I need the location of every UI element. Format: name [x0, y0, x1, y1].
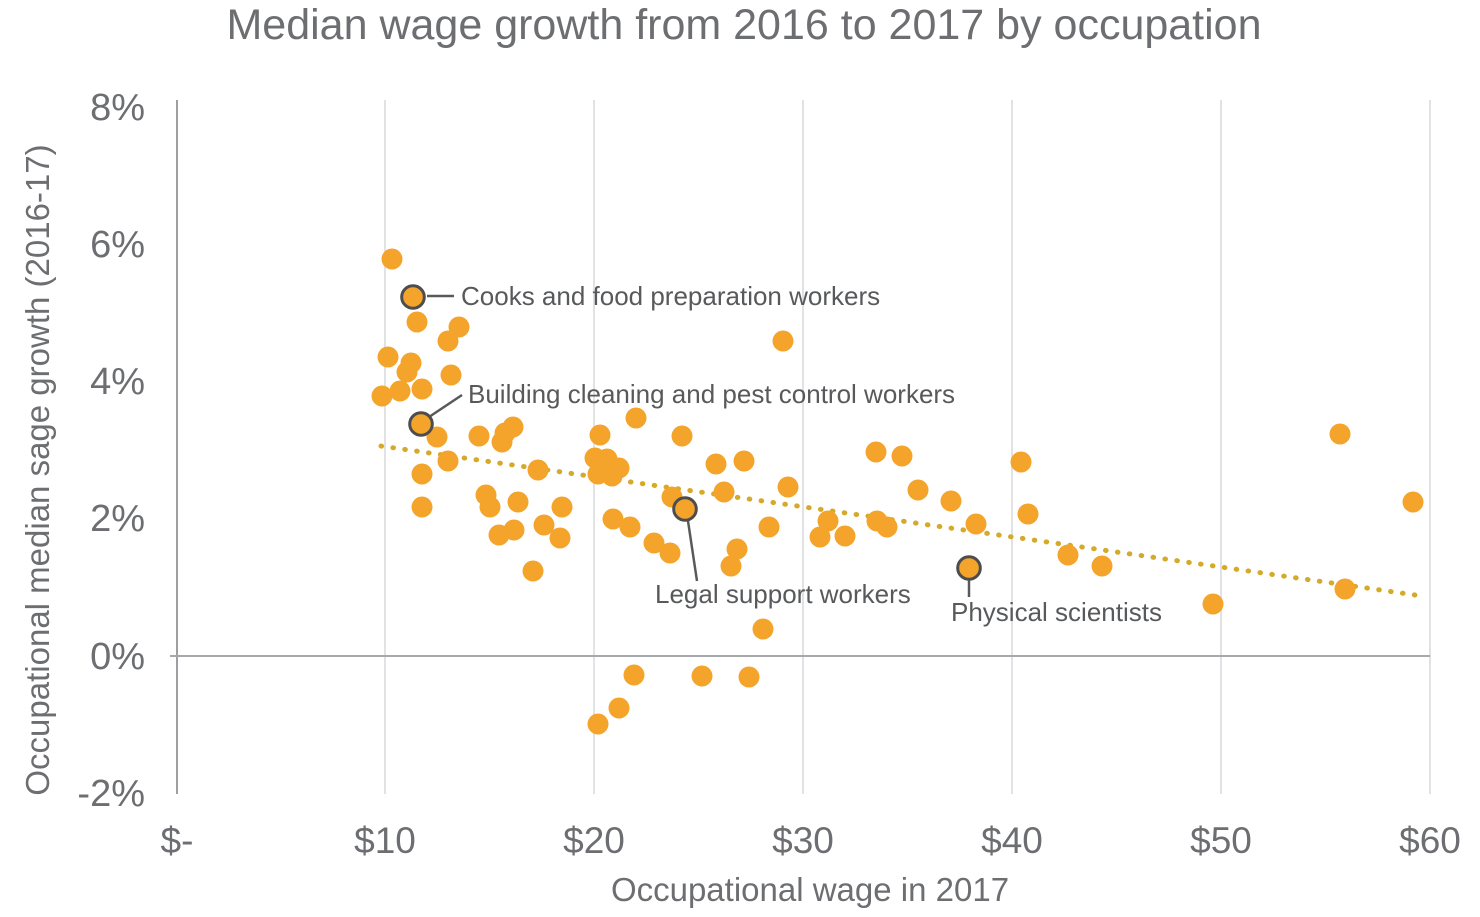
svg-text:$20: $20 — [563, 820, 625, 861]
svg-text:6%: 6% — [90, 224, 145, 266]
svg-text:$10: $10 — [354, 820, 416, 861]
svg-text:Occupational median sage growt: Occupational median sage growth (2016-17… — [19, 144, 56, 795]
svg-text:$30: $30 — [772, 820, 834, 861]
svg-text:8%: 8% — [90, 87, 145, 129]
svg-text:Legal support workers: Legal support workers — [655, 579, 911, 609]
svg-text:Cooks and food preparation wor: Cooks and food preparation workers — [461, 281, 880, 311]
svg-text:-2%: -2% — [77, 773, 145, 815]
svg-text:2%: 2% — [90, 498, 145, 540]
svg-text:$40: $40 — [981, 820, 1043, 861]
svg-text:Building cleaning and pest con: Building cleaning and pest control worke… — [468, 379, 955, 409]
svg-text:Physical scientists: Physical scientists — [951, 597, 1162, 627]
svg-text:Median wage growth from 2016 t: Median wage growth from 2016 to 2017 by … — [226, 1, 1261, 49]
svg-text:4%: 4% — [90, 361, 145, 403]
svg-text:$60: $60 — [1399, 820, 1461, 861]
svg-text:Occupational wage in 2017: Occupational wage in 2017 — [611, 871, 1009, 908]
svg-text:$50: $50 — [1190, 820, 1252, 861]
svg-text:$-: $- — [161, 820, 194, 861]
svg-text:0%: 0% — [90, 636, 145, 678]
